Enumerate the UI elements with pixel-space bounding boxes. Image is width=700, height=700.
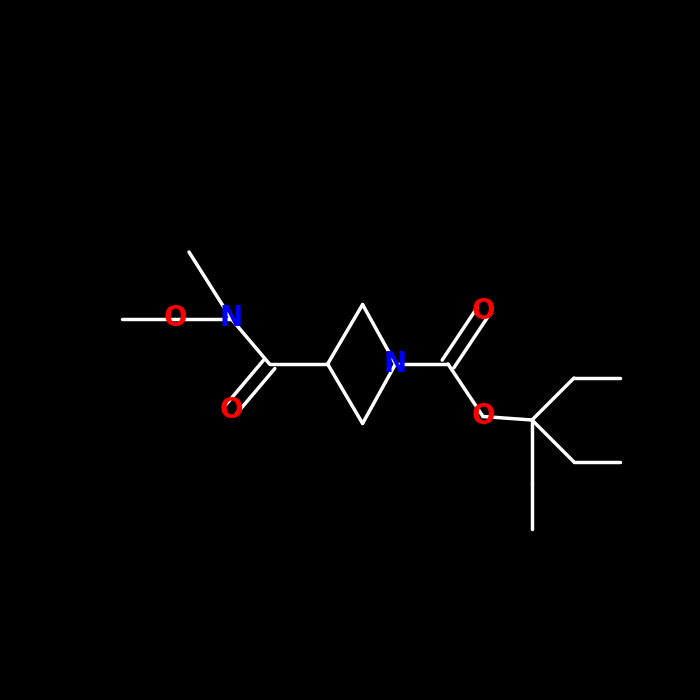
- Text: O: O: [219, 395, 243, 423]
- Text: O: O: [163, 304, 187, 332]
- Text: N: N: [384, 350, 407, 378]
- Text: N: N: [219, 304, 243, 332]
- Text: O: O: [471, 402, 495, 430]
- Text: O: O: [471, 298, 495, 326]
